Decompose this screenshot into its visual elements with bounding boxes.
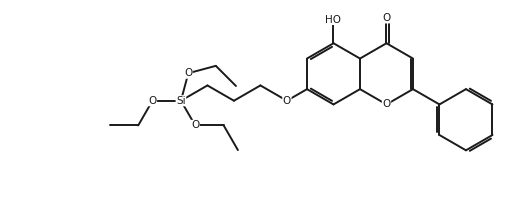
Text: O: O: [283, 96, 291, 106]
Text: O: O: [184, 68, 192, 78]
Text: O: O: [382, 13, 391, 23]
Text: O: O: [382, 99, 391, 109]
Text: HO: HO: [325, 15, 342, 24]
Text: O: O: [191, 120, 199, 130]
Text: Si: Si: [176, 96, 186, 106]
Text: O: O: [148, 96, 157, 106]
